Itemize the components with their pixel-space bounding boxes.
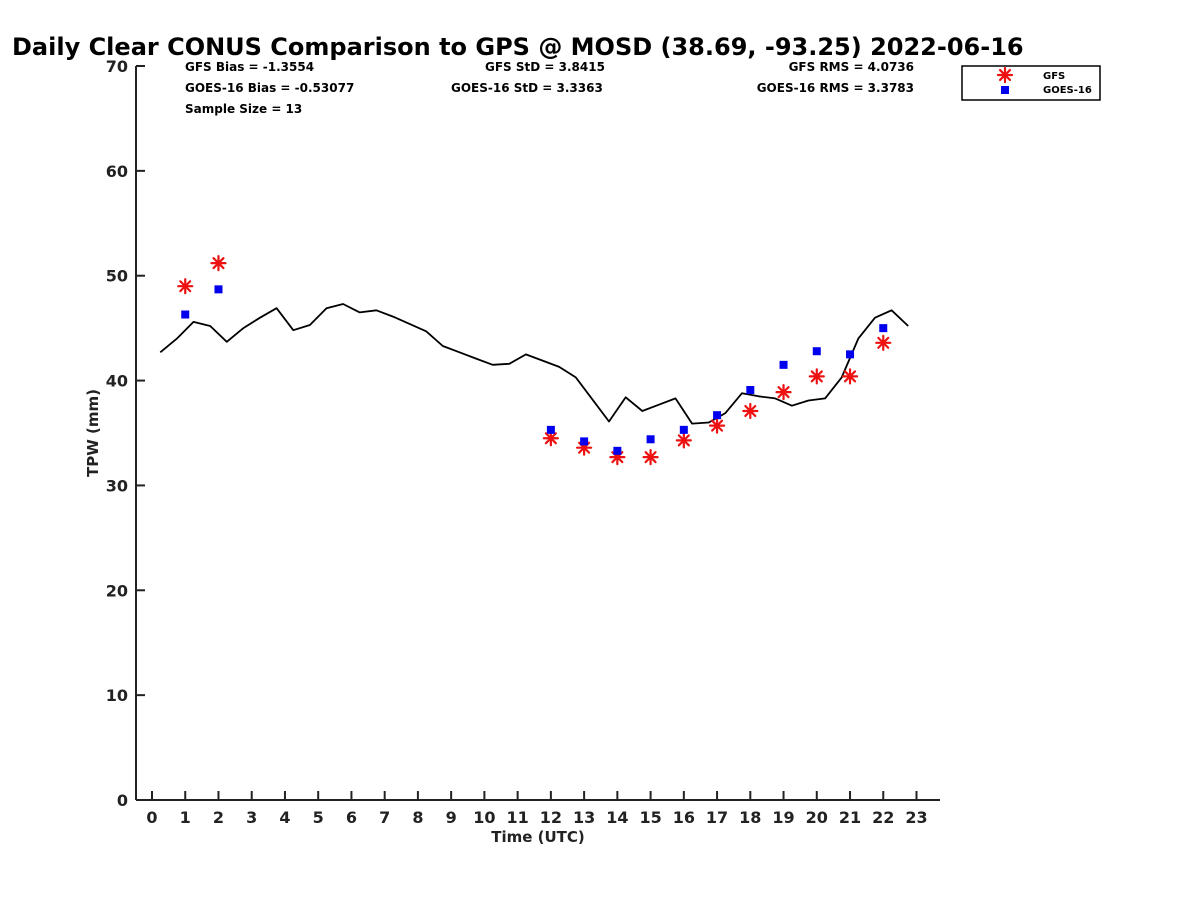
asterisk-stroke (810, 370, 823, 383)
x-tick-label: 7 (379, 808, 390, 827)
goes-point (713, 411, 722, 420)
x-tick-label: 23 (905, 808, 927, 827)
x-tick-label: 20 (806, 808, 828, 827)
goes-point (679, 425, 688, 434)
stat-goes-std: GOES-16 StD = 3.3363 (451, 81, 603, 95)
gfs-point (675, 432, 692, 449)
chart-title: Daily Clear CONUS Comparison to GPS @ MO… (12, 33, 1024, 61)
stat-sample-size: Sample Size = 13 (185, 102, 302, 116)
asterisk-stroke (644, 451, 657, 464)
x-tick-label: 17 (706, 808, 728, 827)
asterisk-stroke (544, 432, 557, 445)
x-tick-label: 22 (872, 808, 894, 827)
gfs-point (642, 449, 659, 466)
goes-point (879, 324, 888, 333)
asterisk-stroke (744, 404, 757, 418)
gfs-point (775, 384, 792, 401)
gfs-point (875, 334, 892, 351)
goes-point (580, 437, 589, 446)
stat-gfs-std: GFS StD = 3.8415 (485, 60, 605, 74)
x-tick-label: 0 (146, 808, 157, 827)
x-tick-label: 9 (446, 808, 457, 827)
y-tick-label: 60 (106, 162, 128, 181)
asterisk-stroke (843, 370, 857, 383)
gfs-point (210, 255, 227, 272)
stat-gfs-bias: GFS Bias = -1.3554 (185, 60, 314, 74)
goes-point (181, 310, 190, 319)
gps-line (159, 303, 909, 425)
x-tick-label: 12 (540, 808, 562, 827)
stats-block: GFS Bias = -1.3554 GOES-16 Bias = -0.530… (185, 60, 914, 116)
asterisk-stroke (212, 257, 225, 270)
asterisk-stroke (179, 280, 192, 293)
goes-point (613, 446, 622, 455)
y-axis-label: TPW (mm) (84, 389, 102, 477)
x-tick-label: 6 (346, 808, 357, 827)
plot-series (159, 255, 909, 466)
legend-gfs-label: GFS (1043, 71, 1065, 82)
y-tick-label: 50 (106, 267, 128, 286)
x-axis-label: Time (UTC) (491, 828, 585, 846)
x-tick-label: 4 (279, 808, 290, 827)
x-tick-label: 13 (573, 808, 595, 827)
asterisk-stroke (877, 336, 890, 349)
y-tick-label: 10 (106, 686, 128, 705)
x-tick-label: 3 (246, 808, 257, 827)
stat-goes-rms: GOES-16 RMS = 3.3783 (757, 81, 914, 95)
gfs-point (177, 278, 194, 295)
legend-box (961, 65, 1101, 101)
gfs-point (742, 402, 759, 420)
asterisk-stroke (711, 419, 724, 432)
asterisk-stroke (677, 434, 690, 447)
y-tick-label: 0 (117, 791, 128, 810)
y-tick-label: 20 (106, 581, 128, 600)
legend-goes-marker (1001, 86, 1009, 94)
x-tick-label: 14 (606, 808, 628, 827)
gfs-point (542, 430, 559, 447)
stat-goes-bias: GOES-16 Bias = -0.53077 (185, 81, 354, 95)
gfs-point (808, 368, 825, 385)
goes-point (546, 425, 555, 434)
x-tick-label: 15 (639, 808, 661, 827)
goes-point (812, 347, 821, 356)
x-tick-label: 18 (739, 808, 761, 827)
goes-point (846, 350, 855, 359)
legend: GFS GOES-16 (961, 65, 1101, 101)
x-tick-label: 16 (673, 808, 695, 827)
x-tick-label: 8 (412, 808, 423, 827)
goes-point (746, 386, 755, 395)
legend-gfs-asterisk (996, 66, 1014, 84)
x-tick-label: 10 (473, 808, 495, 827)
asterisk-stroke (777, 386, 790, 399)
goes-point (214, 285, 223, 294)
legend-goes-label: GOES-16 (1043, 85, 1092, 96)
y-tick-label: 30 (106, 476, 128, 495)
gfs-point (708, 417, 726, 434)
gfs-point (841, 368, 859, 385)
y-tick-label: 40 (106, 372, 128, 391)
x-tick-label: 21 (839, 808, 861, 827)
x-tick-label: 1 (180, 808, 191, 827)
x-tick-label: 2 (213, 808, 224, 827)
x-tick-label: 19 (772, 808, 794, 827)
y-tick-label: 70 (106, 57, 128, 76)
legend-gfs-marker (996, 66, 1014, 84)
x-tick-label: 11 (506, 808, 528, 827)
x-tick-label: 5 (313, 808, 324, 827)
goes-point (779, 360, 788, 369)
stat-gfs-rms: GFS RMS = 4.0736 (789, 60, 914, 74)
asterisk-stroke (998, 68, 1012, 82)
goes-point (646, 435, 655, 444)
